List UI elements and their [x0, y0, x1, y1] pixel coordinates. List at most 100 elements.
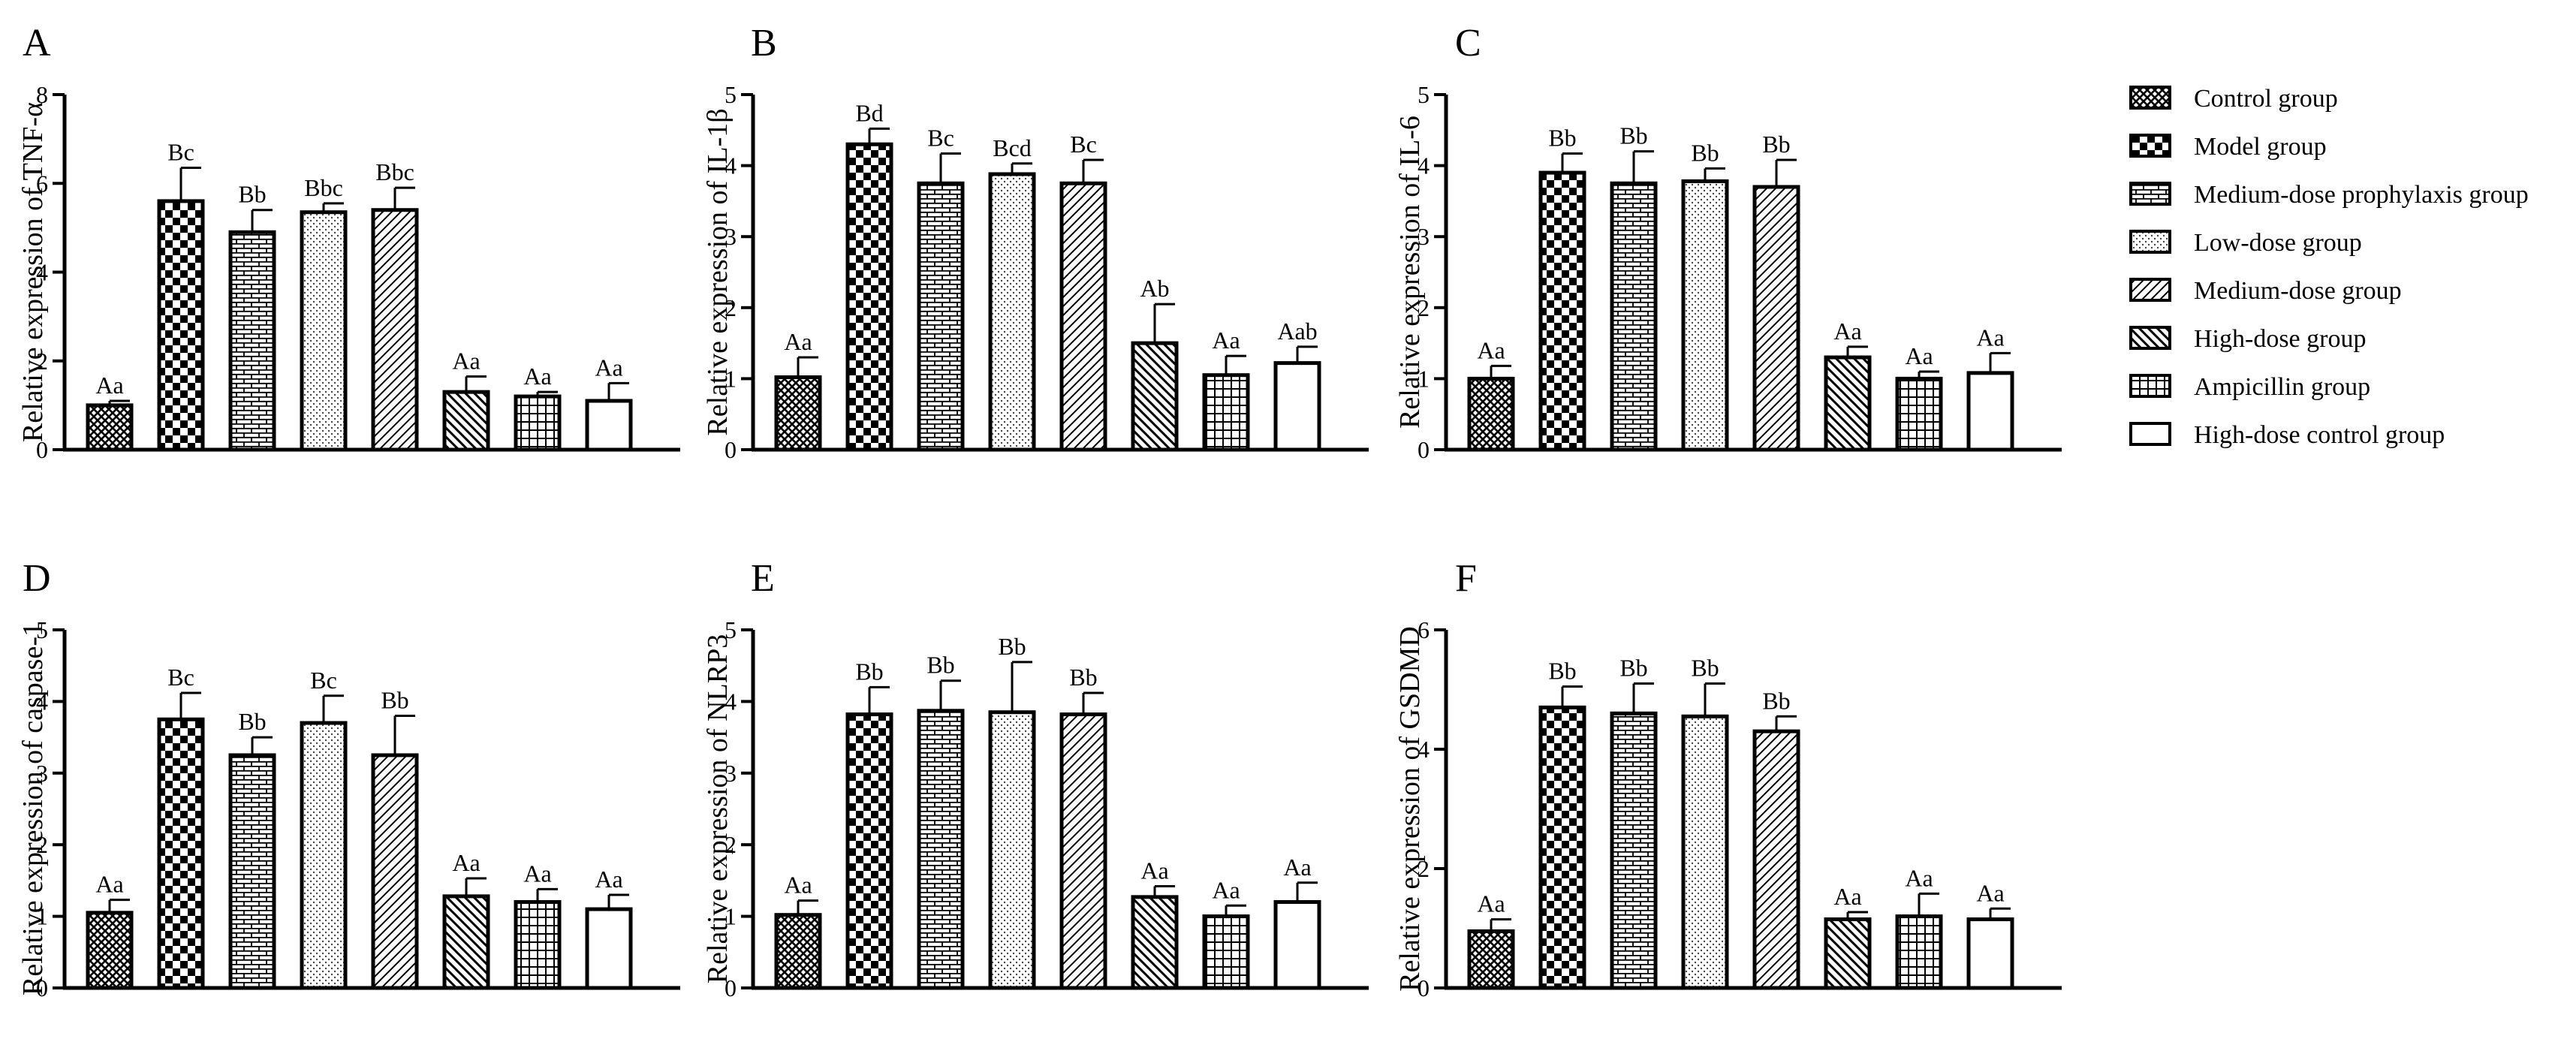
bar — [1131, 341, 1179, 452]
bar — [917, 181, 965, 452]
data-label: Aa — [452, 347, 480, 374]
y-tick-label: 0 — [36, 974, 48, 1001]
panel-letter: F — [1455, 557, 1477, 600]
legend-swatch — [2129, 422, 2171, 446]
data-label: Bbc — [304, 174, 343, 201]
y-tick-label: 0 — [725, 436, 737, 463]
y-tick-label: 2 — [725, 294, 737, 321]
bar — [228, 753, 276, 990]
bar — [1538, 170, 1586, 452]
data-label: Aa — [523, 363, 551, 390]
data-label: Bb — [855, 658, 883, 685]
y-axis-label: Relative expression of TNF-α — [17, 102, 49, 442]
data-label: Bb — [998, 633, 1026, 660]
y-tick-label: 4 — [725, 152, 737, 179]
data-label: Aa — [595, 354, 622, 381]
bar — [1966, 917, 2014, 990]
y-tick-label: 2 — [36, 348, 48, 375]
chart-panel-e: E Relative expression of NLRP3 Aa Bb Bb Bb Bb A… — [702, 557, 1369, 1001]
bar — [1895, 914, 1943, 990]
y-tick-label: 0 — [1418, 974, 1430, 1001]
data-label: Aa — [1212, 876, 1240, 903]
data-label: Bb — [1619, 122, 1647, 149]
panel-letter: C — [1455, 22, 1481, 65]
y-tick-label: 6 — [36, 170, 48, 197]
data-label: Aa — [452, 849, 480, 876]
legend-label: High-dose group — [2194, 325, 2366, 353]
data-label: Bb — [381, 686, 408, 713]
bar — [371, 208, 419, 452]
bar — [1610, 181, 1658, 452]
data-label: Bb — [1691, 655, 1719, 682]
panel-letter: A — [23, 22, 51, 65]
data-label: Aa — [1833, 883, 1861, 910]
legend-label: Control group — [2194, 85, 2338, 113]
data-label: Bc — [167, 139, 194, 166]
data-label: Ab — [1140, 275, 1169, 302]
data-label: Bbc — [375, 158, 414, 185]
data-label: Bb — [926, 652, 954, 679]
legend-label: Low-dose group — [2194, 229, 2362, 257]
y-tick-label: 1 — [725, 903, 737, 930]
bar — [988, 172, 1036, 452]
bar — [1273, 900, 1321, 990]
y-tick-label: 2 — [725, 831, 737, 858]
y-tick-label: 3 — [1418, 223, 1430, 250]
legend-swatch — [2129, 374, 2171, 398]
y-tick-label: 3 — [725, 223, 737, 250]
data-label: Aa — [1976, 324, 2004, 351]
bar — [300, 210, 348, 452]
data-label: Bc — [927, 125, 954, 152]
data-label: Aa — [784, 328, 812, 355]
y-tick-label: 4 — [36, 259, 48, 286]
y-tick-label: 0 — [36, 436, 48, 463]
bar — [1467, 376, 1515, 452]
data-label: Bc — [1070, 131, 1097, 158]
bar — [774, 375, 822, 452]
bar — [228, 230, 276, 452]
bar — [845, 142, 893, 452]
y-axis-label: Relative expression of GSDMD — [1394, 626, 1426, 992]
legend: Control group Model group Medium-dose prop… — [2129, 85, 2529, 449]
legend-item: Model group — [2129, 133, 2327, 161]
chart-panels: A Relative expression of TNF-α Aa Bc Bb Bbc Bb… — [17, 22, 2062, 1001]
y-axis-label: Relative expression of NLRP3 — [702, 634, 734, 983]
bar — [988, 710, 1036, 990]
bar — [1824, 355, 1872, 452]
data-label: Aa — [1212, 327, 1240, 354]
y-tick-label: 8 — [36, 81, 48, 108]
data-label: Aa — [523, 860, 551, 887]
y-tick-label: 0 — [725, 974, 737, 1001]
bar — [157, 199, 205, 452]
legend-swatch — [2129, 182, 2171, 206]
data-label: Bb — [238, 708, 266, 735]
bar — [1059, 181, 1107, 452]
y-tick-label: 1 — [725, 365, 737, 392]
data-label: Aa — [1976, 879, 2004, 906]
y-tick-label: 2 — [1418, 855, 1430, 882]
y-tick-label: 4 — [725, 688, 737, 715]
legend-item: High-dose group — [2129, 325, 2366, 353]
data-label: Aa — [784, 872, 812, 899]
bar — [585, 907, 633, 990]
data-label: Bb — [1619, 655, 1647, 682]
y-tick-label: 1 — [1418, 365, 1430, 392]
y-tick-label: 2 — [1418, 294, 1430, 321]
bar — [300, 721, 348, 990]
data-label: Bb — [1762, 131, 1790, 158]
y-tick-label: 3 — [725, 760, 737, 787]
y-tick-label: 6 — [1418, 616, 1430, 643]
data-label: Aa — [1905, 864, 1933, 891]
data-label: Aa — [1833, 318, 1861, 345]
legend-swatch — [2129, 278, 2171, 302]
bar — [1895, 376, 1943, 452]
bar — [86, 403, 134, 452]
legend-label: Medium-dose group — [2194, 277, 2402, 305]
y-tick-label: 4 — [36, 688, 48, 715]
chart-panel-b: B Relative expression of IL-1β Aa Bd Bc Bcd Bc… — [702, 22, 1369, 463]
data-label: Aa — [95, 372, 123, 399]
bar — [1131, 895, 1179, 990]
legend-label: Medium-dose prophylaxis group — [2194, 181, 2529, 209]
bar — [774, 913, 822, 990]
